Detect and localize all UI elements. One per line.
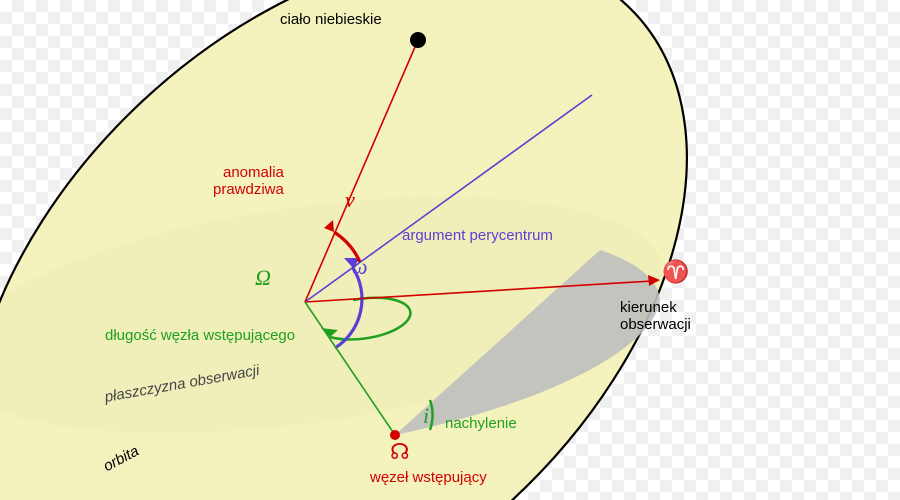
symbol-nu: ν (345, 188, 355, 212)
label-argument: argument perycentrum (402, 228, 553, 245)
symbol-omega-big: Ω (255, 266, 271, 290)
symbol-ascnode: ☊ (390, 440, 410, 464)
symbol-aries: ♈ (662, 260, 689, 284)
label-cialo: ciało niebieskie (280, 12, 382, 29)
symbol-i: i (423, 404, 429, 428)
label-dlugosc: długość węzła wstępującego (105, 328, 295, 345)
symbol-omega-small: ω (352, 255, 368, 279)
label-wezel: węzeł wstępujący (370, 470, 487, 487)
celestial-body (410, 32, 426, 48)
label-kierunek: kierunek obserwacji (620, 300, 691, 333)
label-anomalia: anomalia prawdziwa (213, 165, 284, 198)
label-nachylenie: nachylenie (445, 416, 517, 433)
